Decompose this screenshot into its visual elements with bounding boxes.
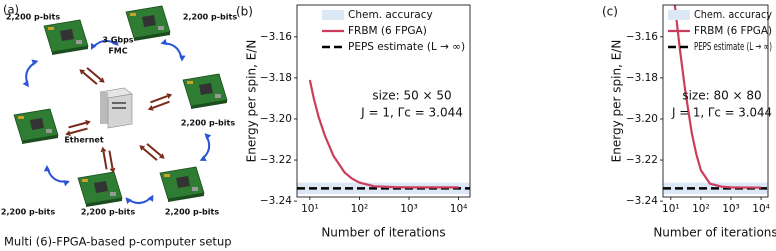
fpga-board [77,171,123,208]
x-tick-label: 10³ [400,203,418,215]
x-tick-label: 10² [692,203,710,215]
y-tick-label: −3.24 [260,195,292,207]
x-axis-label: Number of iterations [321,226,445,240]
y-tick-label: −3.18 [260,72,292,84]
legend-label: PEPS estimate (L → ∞) [348,41,465,53]
legend-label: FRBM (6 FPGA) [348,25,427,37]
node-label: 2,200 p-bits [181,119,235,128]
ethernet-link [143,90,177,114]
x-tick-label: 10³ [722,203,740,215]
plot-area [297,79,470,195]
legend-swatch [668,10,690,20]
node-label: 2,200 p-bits [81,208,135,217]
node-label: 2,200 p-bits [6,13,60,22]
fpga-board [43,19,89,56]
ethernet-link [98,144,118,176]
x-tick-label: 10¹ [301,203,319,215]
axes-frame [296,4,471,198]
annotation: J = 1, Γc = 3.044 [360,106,463,120]
y-tick-label: −3.20 [626,113,658,125]
data-line [308,79,459,189]
y-tick-label: −3.22 [260,154,292,166]
fmc-link [198,132,213,163]
setup-diagram: (a) 2,200 p-bits 2,200 p-bits 2,200 p-bi… [1,3,237,249]
y-axis-label: Energy per spin, E/N [610,40,624,163]
link-label: FMC [108,47,127,56]
panel-label: (b) [236,5,253,19]
legend-label: PEPS estimate (L → ∞) [694,41,772,53]
network-label: Ethernet [64,136,103,145]
ethernet-link [76,61,108,91]
x-tick-label: 10¹ [662,203,680,215]
x-tick-label: 10² [351,203,369,215]
legend-swatch [322,10,344,20]
panel-label: (a) [3,3,19,17]
fpga-board [13,108,59,145]
y-tick-label: −3.16 [260,31,292,43]
ethernet-link [136,137,168,167]
link-label: 3 Gbps [102,36,133,45]
node-label: 2,200 p-bits [1,208,55,217]
server [99,87,133,129]
y-tick-label: −3.18 [626,72,658,84]
caption: Multi (6)-FPGA-based p-computer setup [4,235,232,249]
fmc-link [41,164,71,188]
x-axis-label: Number of iterations [653,226,776,240]
legend-label: FRBM (6 FPGA) [694,25,772,37]
node-label: 2,200 p-bits [165,208,219,217]
fmc-link [124,193,156,206]
x-tick-label: 10⁴ [450,203,468,215]
fmc-link [159,37,188,63]
legend-label: Chem. accuracy [348,9,433,21]
fpga-board [159,166,205,203]
x-tick-label: 10⁴ [752,203,770,215]
annotation: size: 50 × 50 [372,89,451,103]
y-tick-label: −3.22 [626,154,658,166]
y-tick-label: −3.16 [626,31,658,43]
node-label: 2,200 p-bits [183,13,237,22]
fpga-board [182,73,228,110]
y-tick-label: −3.24 [626,195,658,207]
legend-label: Chem. accuracy [694,9,772,21]
axes-frame [662,4,769,198]
fmc-link [21,57,40,89]
panel-label: (c) [602,5,618,19]
y-axis-label: Energy per spin, E/N [245,40,259,163]
annotation: J = 1, Γc = 3.044 [671,106,772,120]
y-tick-label: −3.20 [260,113,292,125]
annotation: size: 80 × 80 [682,89,761,103]
